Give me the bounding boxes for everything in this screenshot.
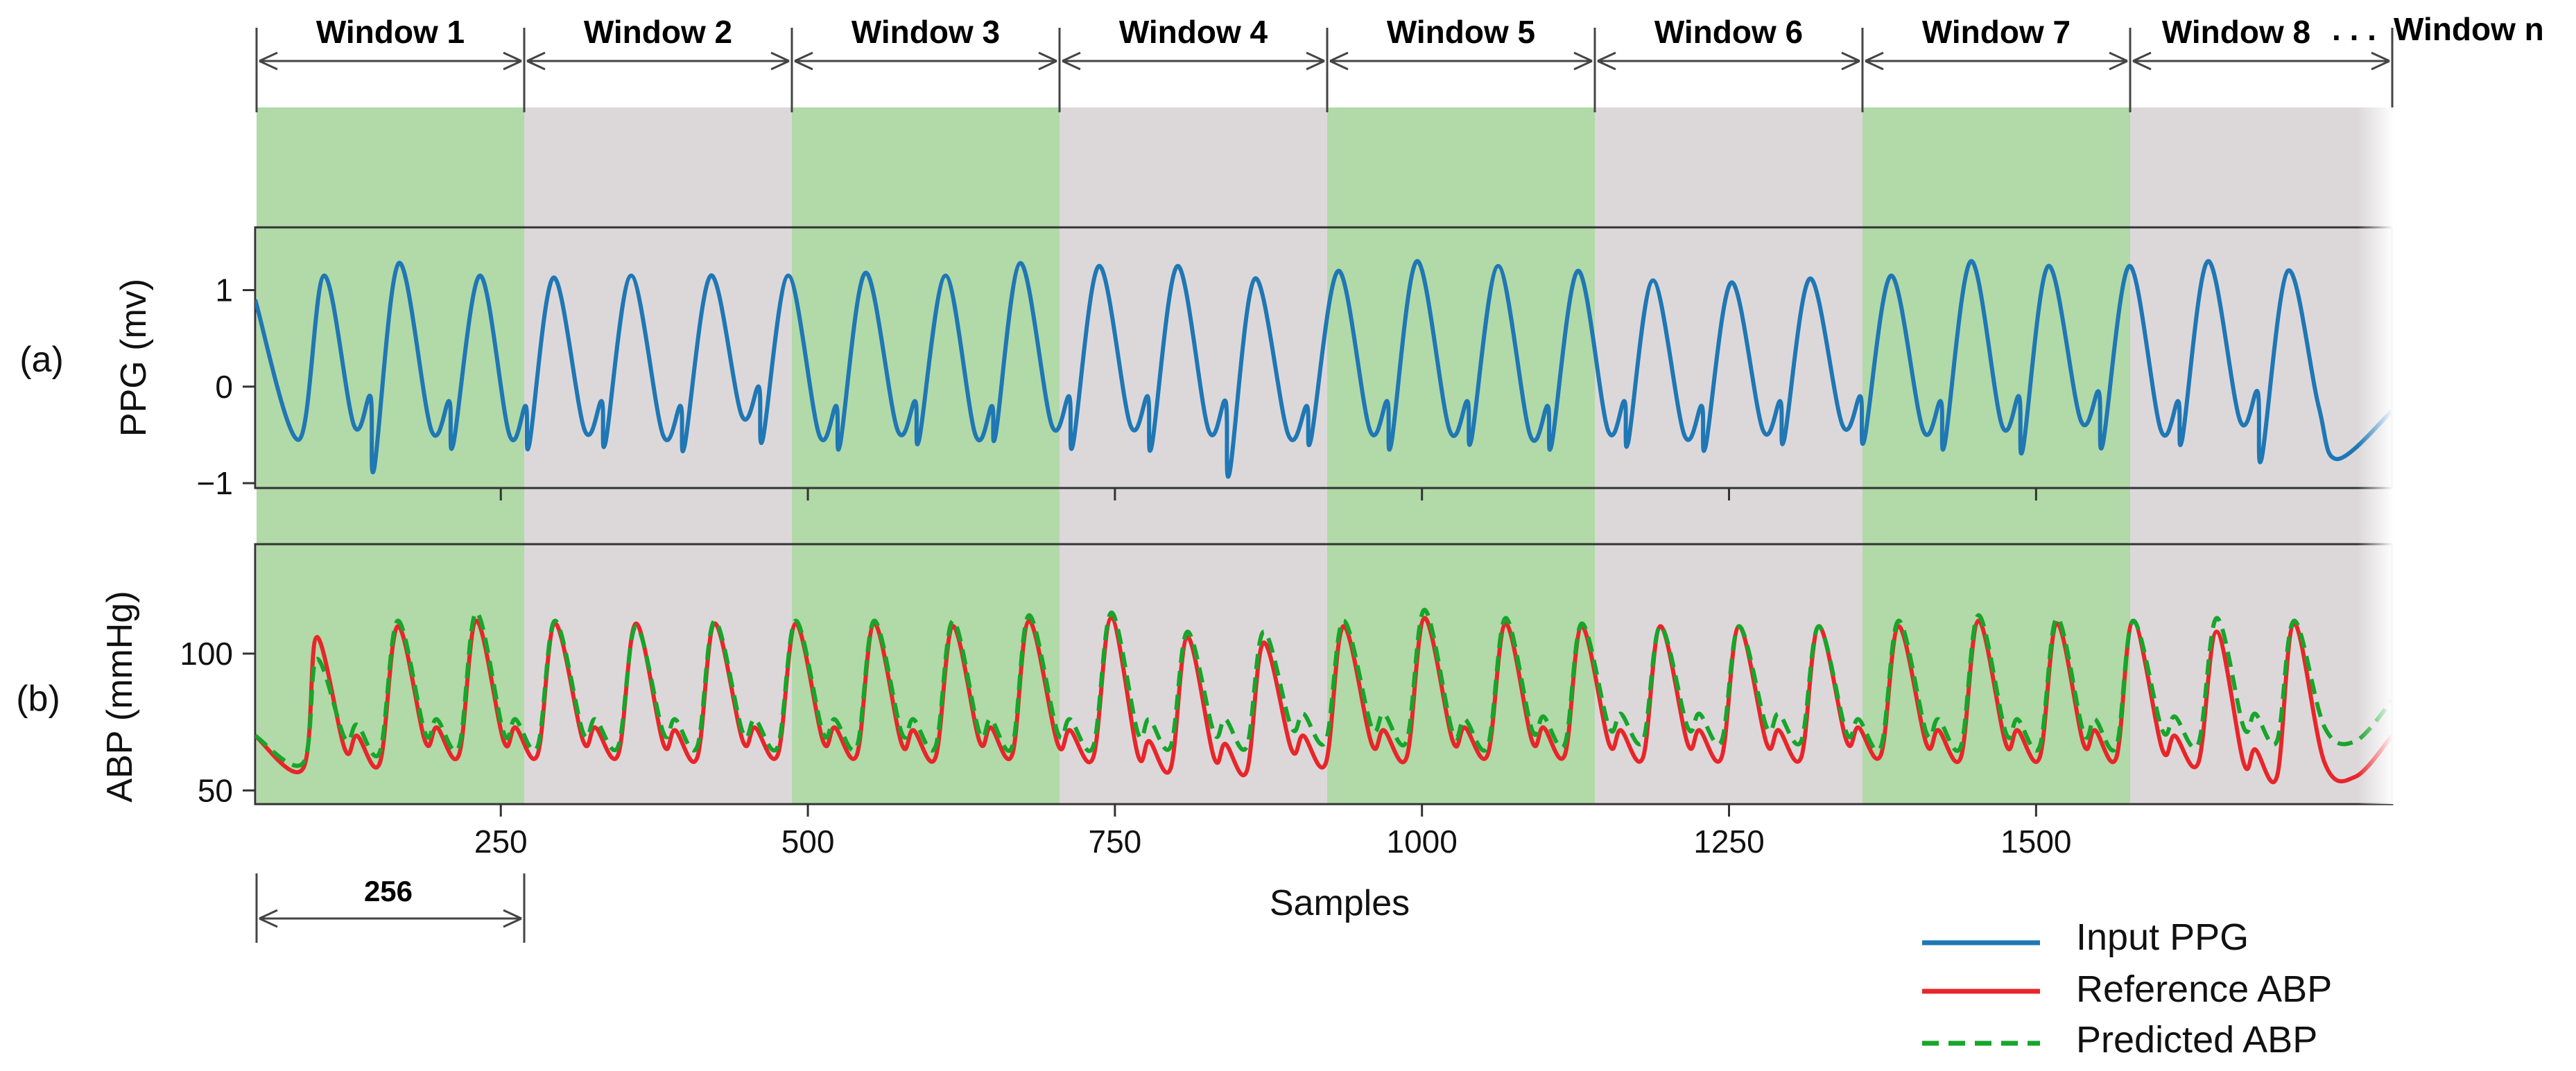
y-tick-label: 0 <box>215 369 233 405</box>
window-band-5 <box>1327 107 1595 804</box>
window-arrow-head <box>1062 51 1325 71</box>
y-tick-label: 1 <box>215 272 233 308</box>
window-label-2: Window 2 <box>584 14 732 50</box>
abp-y-axis-title: ABP (mmHg) <box>100 591 140 802</box>
window-bands <box>257 107 2394 804</box>
right-edge-fade <box>2358 107 2394 804</box>
ppg-y-ticks: −1 0 1 <box>197 272 255 501</box>
y-tick-label: −1 <box>197 465 233 501</box>
window-header: Window 1 Window 2 Window 3 Window 4 Window 5… <box>255 11 2544 112</box>
x-tick-label: 1000 <box>1387 824 1458 860</box>
ppg-y-axis-title: PPG (mv) <box>114 279 154 437</box>
window-label-5: Window 5 <box>1387 14 1535 50</box>
window-size-annotation: 256 <box>255 873 526 943</box>
window-arrow-head <box>2132 51 2390 71</box>
y-tick-label: 100 <box>180 636 233 672</box>
ppg-x-ticks <box>499 488 2037 500</box>
window-label-6: Window 6 <box>1654 14 1803 50</box>
window-label-1: Window 1 <box>316 14 465 50</box>
window-label-8: Window 8 <box>2162 14 2310 50</box>
window-label-n: Window n <box>2394 11 2544 47</box>
legend-label-reference-abp: Reference ABP <box>2076 968 2332 1010</box>
abp-panel: 50 100 250 500 750 1000 1250 1500 ABP (mmHg) (… <box>16 543 2394 923</box>
series-input-ppg-line <box>255 259 2392 479</box>
legend-label-predicted-abp: Predicted ABP <box>2076 1019 2317 1061</box>
window-arrow-head <box>259 51 522 71</box>
window-band-2 <box>524 107 792 804</box>
abp-y-ticks: 50 100 <box>180 636 255 808</box>
ppg-lines <box>255 259 2392 479</box>
legend: Input PPG Reference ABP Predicted ABP <box>1922 916 2332 1061</box>
window-arrow-head <box>1329 51 1593 71</box>
x-tick-label: 1500 <box>2000 824 2071 860</box>
x-tick-label: 500 <box>781 824 835 860</box>
panel-label-b: (b) <box>16 679 60 719</box>
x-axis-title: Samples <box>1270 883 1410 923</box>
abp-lines <box>255 607 2392 785</box>
window-arrow-head <box>794 51 1057 71</box>
window-label-3: Window 3 <box>852 14 1000 50</box>
window-arrow-head <box>1597 51 1860 71</box>
window-ellipsis: . . . <box>2332 11 2376 47</box>
window-label-4: Window 4 <box>1119 14 1268 50</box>
window-band-3 <box>792 107 1060 804</box>
x-tick-label: 1250 <box>1693 824 1764 860</box>
panel-label-a: (a) <box>19 340 64 380</box>
window-arrow-head <box>1865 51 2128 71</box>
series-predicted-abp-line <box>255 607 2392 768</box>
window-arrow-head <box>526 51 790 71</box>
window-band-1 <box>257 107 524 804</box>
x-tick-label: 750 <box>1089 824 1142 860</box>
window-label-7: Window 7 <box>1922 14 2071 50</box>
abp-x-ticks: 250 500 750 1000 1250 1500 <box>474 804 2072 860</box>
x-tick-label: 250 <box>474 824 528 860</box>
window-size-label: 256 <box>364 875 413 907</box>
y-tick-label: 50 <box>198 772 233 808</box>
legend-label-input-ppg: Input PPG <box>2076 916 2249 958</box>
